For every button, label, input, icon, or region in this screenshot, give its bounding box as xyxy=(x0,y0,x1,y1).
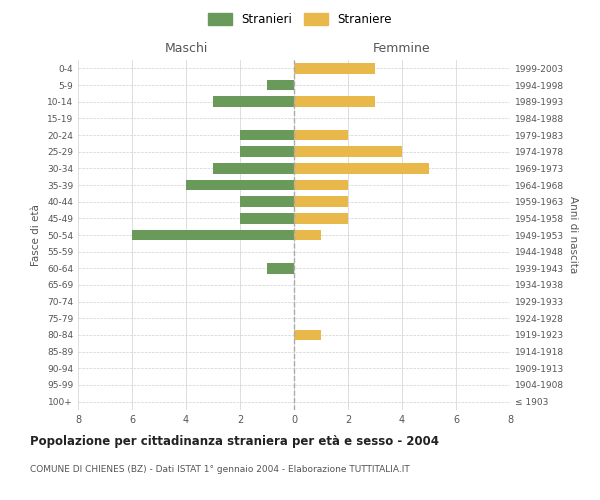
Bar xyxy=(240,130,294,140)
Bar xyxy=(294,146,402,157)
Bar xyxy=(294,213,348,224)
Bar xyxy=(294,230,321,240)
Bar xyxy=(240,146,294,157)
Bar xyxy=(294,196,348,207)
Bar xyxy=(213,163,294,174)
Text: COMUNE DI CHIENES (BZ) - Dati ISTAT 1° gennaio 2004 - Elaborazione TUTTITALIA.IT: COMUNE DI CHIENES (BZ) - Dati ISTAT 1° g… xyxy=(30,465,410,474)
Text: Femmine: Femmine xyxy=(373,42,431,55)
Bar xyxy=(267,80,294,90)
Bar xyxy=(294,63,375,74)
Text: Popolazione per cittadinanza straniera per età e sesso - 2004: Popolazione per cittadinanza straniera p… xyxy=(30,435,439,448)
Bar xyxy=(267,263,294,274)
Y-axis label: Fasce di età: Fasce di età xyxy=(31,204,41,266)
Bar xyxy=(213,96,294,107)
Bar xyxy=(294,180,348,190)
Bar xyxy=(294,163,429,174)
Bar xyxy=(240,213,294,224)
Bar xyxy=(186,180,294,190)
Bar xyxy=(294,130,348,140)
Bar xyxy=(240,196,294,207)
Bar xyxy=(294,330,321,340)
Legend: Stranieri, Straniere: Stranieri, Straniere xyxy=(203,8,397,31)
Text: Maschi: Maschi xyxy=(164,42,208,55)
Bar xyxy=(132,230,294,240)
Y-axis label: Anni di nascita: Anni di nascita xyxy=(568,196,578,274)
Bar xyxy=(294,96,375,107)
